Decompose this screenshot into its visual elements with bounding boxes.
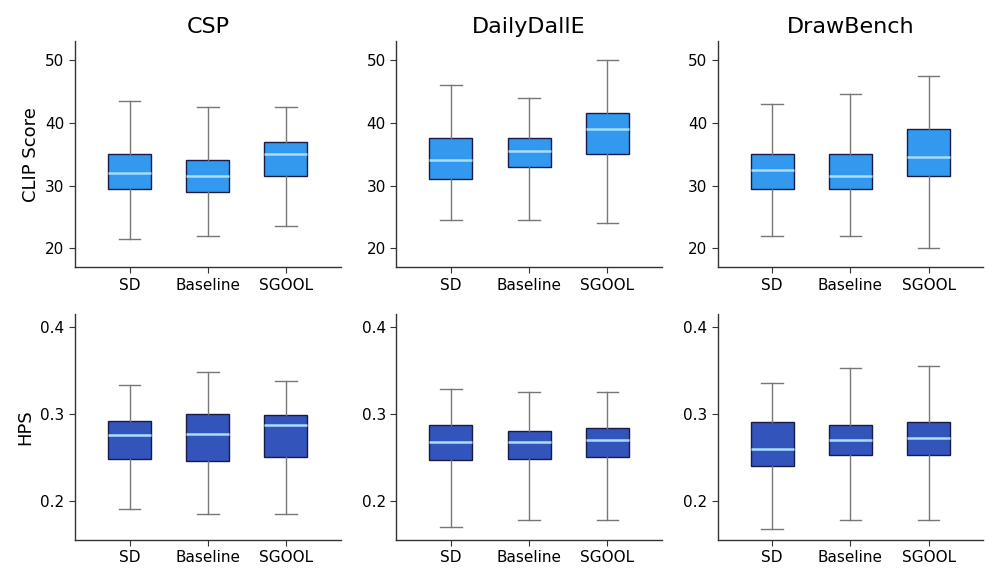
PathPatch shape	[508, 431, 551, 459]
PathPatch shape	[264, 416, 307, 457]
PathPatch shape	[751, 154, 794, 189]
PathPatch shape	[751, 423, 794, 466]
Title: DailyDallE: DailyDallE	[472, 17, 586, 37]
Y-axis label: HPS: HPS	[17, 409, 35, 445]
PathPatch shape	[108, 421, 151, 459]
PathPatch shape	[829, 154, 872, 189]
PathPatch shape	[586, 113, 629, 154]
Title: CSP: CSP	[186, 17, 229, 37]
PathPatch shape	[186, 161, 229, 192]
PathPatch shape	[264, 141, 307, 176]
PathPatch shape	[907, 423, 950, 455]
PathPatch shape	[508, 139, 551, 166]
PathPatch shape	[429, 139, 472, 179]
PathPatch shape	[586, 428, 629, 457]
PathPatch shape	[429, 425, 472, 460]
PathPatch shape	[186, 414, 229, 461]
PathPatch shape	[108, 154, 151, 189]
Y-axis label: CLIP Score: CLIP Score	[22, 107, 40, 201]
Title: DrawBench: DrawBench	[787, 17, 914, 37]
PathPatch shape	[829, 425, 872, 456]
PathPatch shape	[907, 129, 950, 176]
